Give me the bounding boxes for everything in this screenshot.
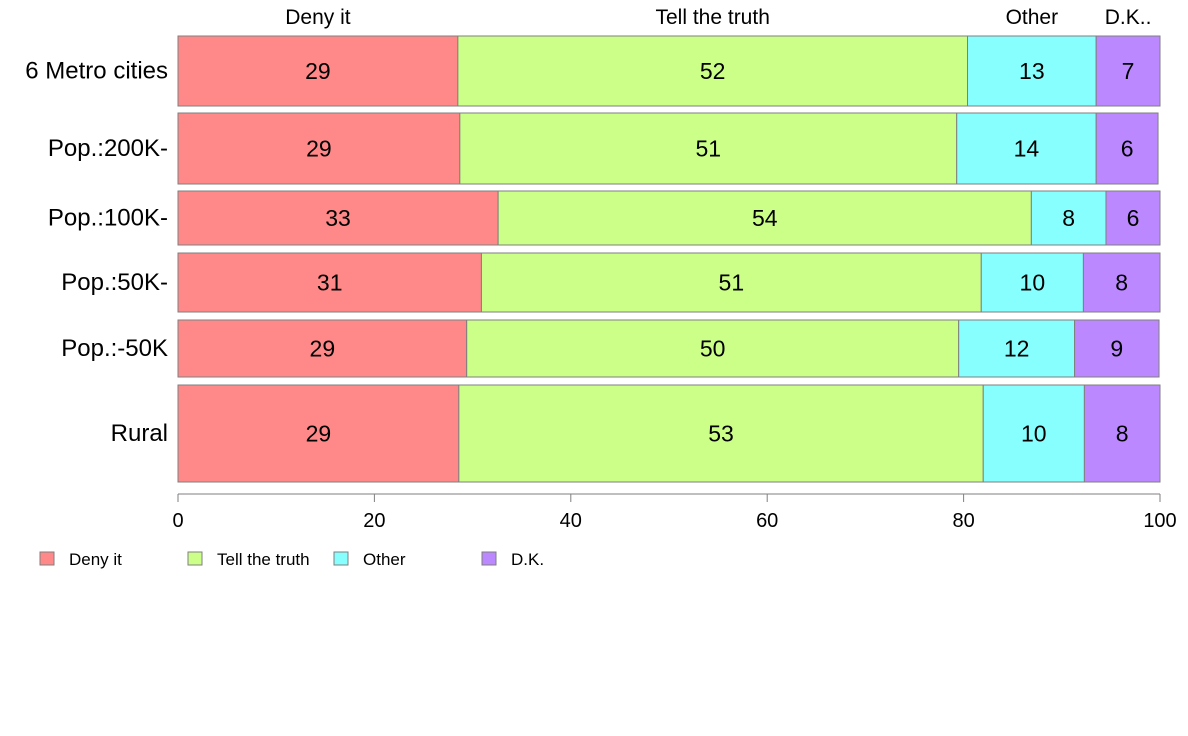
category-label: Pop.:200K- — [48, 135, 168, 162]
top-labels-group: Deny it Tell the truth Other D.K.. — [285, 6, 1151, 29]
bar-pop-200k-other — [956, 112, 1097, 185]
data-label: 53 — [708, 421, 734, 447]
category-label: Pop.:50K- — [61, 269, 168, 296]
data-label: 52 — [700, 58, 726, 84]
bar-rural-deny-it — [177, 384, 460, 483]
data-label: 6 — [1121, 136, 1134, 162]
data-label: 29 — [306, 421, 332, 447]
data-label: 8 — [1062, 205, 1075, 231]
bar-pop-50k-tell-the-truth — [480, 252, 982, 313]
bar-6-metro-cities-other — [967, 35, 1097, 107]
legend-swatch-other — [333, 551, 349, 566]
data-label: 6 — [1127, 205, 1140, 231]
data-label: 29 — [310, 336, 336, 362]
x-tick-label: 0 — [172, 510, 183, 532]
bar-pop-100k-tell-the-truth — [497, 190, 1032, 246]
data-label: 51 — [719, 270, 745, 296]
data-label: 7 — [1122, 58, 1135, 84]
bar-pop-50k-d-k — [1074, 319, 1160, 378]
x-tick-label: 40 — [560, 510, 582, 532]
bar-6-metro-cities-d-k — [1095, 35, 1161, 107]
data-label: 31 — [317, 270, 343, 296]
data-label: 13 — [1019, 58, 1045, 84]
data-label: 8 — [1116, 421, 1129, 447]
legend-swatch-tell-the-truth — [187, 551, 203, 566]
data-label: 8 — [1115, 270, 1128, 296]
bar-pop-100k-deny-it — [177, 190, 499, 246]
data-label: 10 — [1020, 270, 1046, 296]
legend-label: D.K. — [511, 550, 544, 569]
bar-pop-50k-tell-the-truth — [466, 319, 960, 378]
x-tick-label: 60 — [756, 510, 778, 532]
legend-label: Deny it — [69, 550, 122, 569]
x-axis: 0 20 40 60 80 100 — [172, 493, 1177, 532]
category-labels-group: 6 Metro cities Pop.:200K- Pop.:100K- Pop.:5… — [25, 58, 168, 448]
data-label: 51 — [695, 136, 721, 162]
data-label: 29 — [305, 58, 331, 84]
legend-label: Tell the truth — [217, 550, 310, 569]
bar-pop-50k-deny-it — [177, 252, 482, 313]
x-tick-label: 20 — [363, 510, 385, 532]
x-tick-label: 80 — [952, 510, 974, 532]
series-top-label: Other — [1006, 6, 1059, 29]
bar-pop-100k-d-k — [1105, 190, 1161, 246]
data-label: 29 — [306, 136, 332, 162]
data-label: 9 — [1110, 336, 1123, 362]
legend: Deny it Tell the truth Other D.K. — [39, 550, 544, 569]
bar-pop-50k-other — [958, 319, 1076, 378]
legend-swatch-d-k — [481, 551, 497, 566]
data-label: 10 — [1021, 421, 1047, 447]
data-label: 14 — [1014, 136, 1040, 162]
x-tick-label: 100 — [1143, 510, 1176, 532]
bars-group: 29 52 13 7 29 51 14 6 33 54 8 6 31 51 10 8 29 50 12 9 29 53 10… — [177, 35, 1161, 483]
bar-pop-200k-d-k — [1095, 112, 1159, 185]
bar-pop-200k-deny-it — [177, 112, 461, 185]
bar-pop-50k-deny-it — [177, 319, 468, 378]
bar-pop-50k-d-k — [1082, 252, 1161, 313]
legend-label: Other — [363, 550, 406, 569]
bar-rural-other — [982, 384, 1085, 483]
category-label: 6 Metro cities — [25, 58, 168, 85]
data-label: 54 — [752, 205, 778, 231]
bar-rural-tell-the-truth — [458, 384, 984, 483]
legend-swatch-deny-it — [39, 551, 55, 566]
data-label: 50 — [700, 336, 726, 362]
series-top-label: D.K.. — [1105, 6, 1152, 29]
bar-rural-d-k — [1083, 384, 1161, 483]
category-label: Rural — [111, 420, 168, 447]
series-top-label: Tell the truth — [655, 6, 769, 29]
data-label: 12 — [1004, 336, 1030, 362]
series-top-label: Deny it — [285, 6, 351, 29]
bar-pop-200k-tell-the-truth — [459, 112, 958, 185]
category-label: Pop.:-50K — [61, 335, 168, 362]
category-label: Pop.:100K- — [48, 205, 168, 232]
data-label: 33 — [325, 205, 351, 231]
bar-6-metro-cities-deny-it — [177, 35, 459, 107]
bar-6-metro-cities-tell-the-truth — [457, 35, 969, 107]
